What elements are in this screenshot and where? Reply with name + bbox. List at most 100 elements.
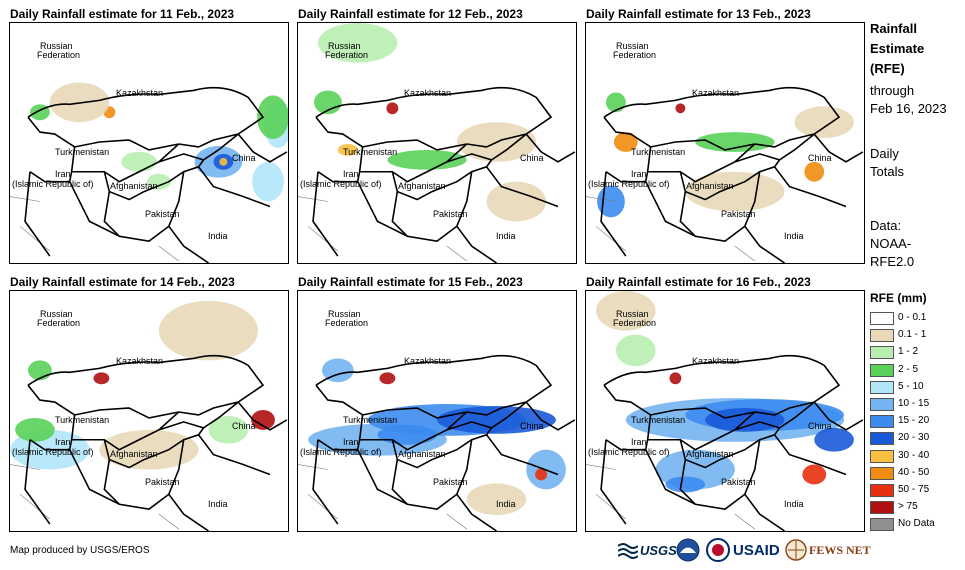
rainfall-patch [99, 429, 199, 470]
country-label-russia-1: Russian [328, 41, 361, 51]
rainfall-patch [613, 132, 638, 152]
legend-swatch [870, 415, 894, 429]
legend-title: RFE (mm) [870, 291, 927, 305]
map-credit: Map produced by USGS/EROS [10, 545, 150, 556]
country-label-iran-1: Iran [343, 437, 359, 447]
panel-title-1: Daily Rainfall estimate for 11 Feb., 202… [10, 7, 235, 21]
rainfall-map-11-feb: Russian Federation Kazakhstan Turkmenistan I… [9, 22, 289, 264]
minor-boundary [298, 464, 467, 530]
fewsnet-text: FEWS NET [809, 542, 871, 557]
legend-swatch [870, 363, 894, 377]
country-label-afghanistan: Afghanistan [398, 449, 446, 459]
legend-item: 50 - 75 [870, 483, 960, 499]
country-label-iran-1: Iran [55, 169, 71, 179]
country-boundary [315, 354, 553, 416]
country-label-iran-1: Iran [631, 169, 647, 179]
legend-label: 10 - 15 [898, 398, 930, 409]
country-boundary [29, 439, 73, 451]
country-boundary [744, 493, 785, 531]
country-boundary [103, 171, 185, 243]
country-label-iran-2: (Islamic Republic of) [588, 447, 670, 457]
rainfall-patch [596, 291, 656, 331]
country-label-iran-2: (Islamic Republic of) [300, 447, 382, 457]
country-label-iran-2: (Islamic Republic of) [300, 179, 382, 189]
legend-label: 40 - 50 [898, 466, 930, 478]
country-boundary [391, 439, 473, 511]
country-label-turkmenistan: Turkmenistan [343, 147, 398, 157]
country-boundary [103, 439, 185, 511]
legend-item: 0.1 - 1 [870, 328, 960, 344]
rainfall-patch [669, 372, 682, 385]
legend-swatch [870, 432, 894, 446]
country-boundary [27, 116, 179, 151]
rainfall-map-16-feb: Russian Federation Kazakhstan Turkmenistan I… [585, 290, 865, 532]
country-label-russia-2: Federation [325, 50, 369, 60]
country-boundary [168, 225, 209, 263]
legend-swatch [870, 501, 894, 515]
rainfall-patch [814, 427, 854, 452]
panel-title-2: Daily Rainfall estimate for 12 Feb., 202… [298, 7, 523, 21]
country-boundary [525, 133, 576, 163]
country-label-iran-2: (Islamic Republic of) [588, 179, 670, 189]
country-boundary [29, 171, 73, 183]
country-boundary [317, 171, 361, 183]
country-boundary [744, 225, 785, 263]
fewsnet-globe-icon [785, 539, 807, 561]
legend-label: 50 - 75 [898, 484, 930, 495]
country-boundary [315, 116, 467, 151]
legend-item: 0 - 0.1 [870, 311, 960, 327]
rainfall-patch [794, 106, 854, 139]
country-label-pakistan: Pakistan [721, 209, 756, 219]
country-boundary [197, 434, 271, 476]
country-boundary [168, 493, 209, 531]
rainfall-patch [466, 483, 527, 516]
side-daily-line-2: Totals [870, 164, 904, 179]
country-label-turkmenistan: Turkmenistan [631, 415, 686, 425]
map-canvas [586, 291, 864, 531]
country-label-india: India [208, 499, 228, 509]
side-daily-line-1: Daily [870, 146, 899, 161]
country-label-russia-1: Russian [328, 309, 361, 319]
rainfall-map-15-feb: Russian Federation Kazakhstan Turkmenistan I… [297, 290, 577, 532]
rainfall-patch [15, 417, 55, 442]
country-label-india: India [784, 231, 804, 241]
rainfall-patch [28, 360, 52, 381]
country-boundary [813, 133, 864, 163]
legend-label: 5 - 10 [898, 380, 924, 392]
side-title-line-1: Rainfall [870, 21, 917, 36]
side-title-line-2: Estimate [870, 41, 925, 56]
country-label-russia-2: Federation [37, 318, 81, 328]
country-label-iran-2: (Islamic Republic of) [12, 447, 94, 457]
country-label-turkmenistan: Turkmenistan [631, 147, 686, 157]
country-label-china: China [808, 153, 832, 163]
country-boundary [237, 133, 288, 163]
country-boundary [317, 439, 361, 451]
country-label-russia-1: Russian [616, 309, 649, 319]
country-boundary [391, 159, 493, 201]
panel-title-3: Daily Rainfall estimate for 13 Feb., 202… [586, 7, 811, 21]
country-label-russia-1: Russian [616, 41, 649, 51]
legend-label: 2 - 5 [898, 363, 919, 375]
legend-label: 20 - 30 [898, 432, 930, 444]
country-label-india: India [496, 499, 516, 509]
legend-item: > 75 [870, 500, 960, 516]
country-label-kazakhstan: Kazakhstan [692, 88, 740, 98]
noaa-logo [676, 537, 700, 563]
minor-boundary [586, 464, 755, 530]
rainfall-patch [802, 464, 827, 485]
legend-item: 40 - 50 [870, 466, 960, 482]
rainfall-patch [615, 334, 656, 367]
country-label-india: India [208, 231, 228, 241]
rainfall-patch [314, 90, 342, 115]
country-label-turkmenistan: Turkmenistan [343, 415, 398, 425]
country-boundary [27, 354, 265, 416]
panel-title-5: Daily Rainfall estimate for 15 Feb., 202… [298, 275, 523, 289]
rainfall-patch [535, 468, 548, 481]
rainfall-patch [257, 95, 288, 140]
country-label-china: China [232, 421, 256, 431]
legend-swatch [870, 484, 894, 497]
country-label-china: China [520, 153, 544, 163]
rainfall-patch [804, 161, 825, 182]
country-label-kazakhstan: Kazakhstan [404, 88, 452, 98]
country-label-afghanistan: Afghanistan [398, 181, 446, 191]
